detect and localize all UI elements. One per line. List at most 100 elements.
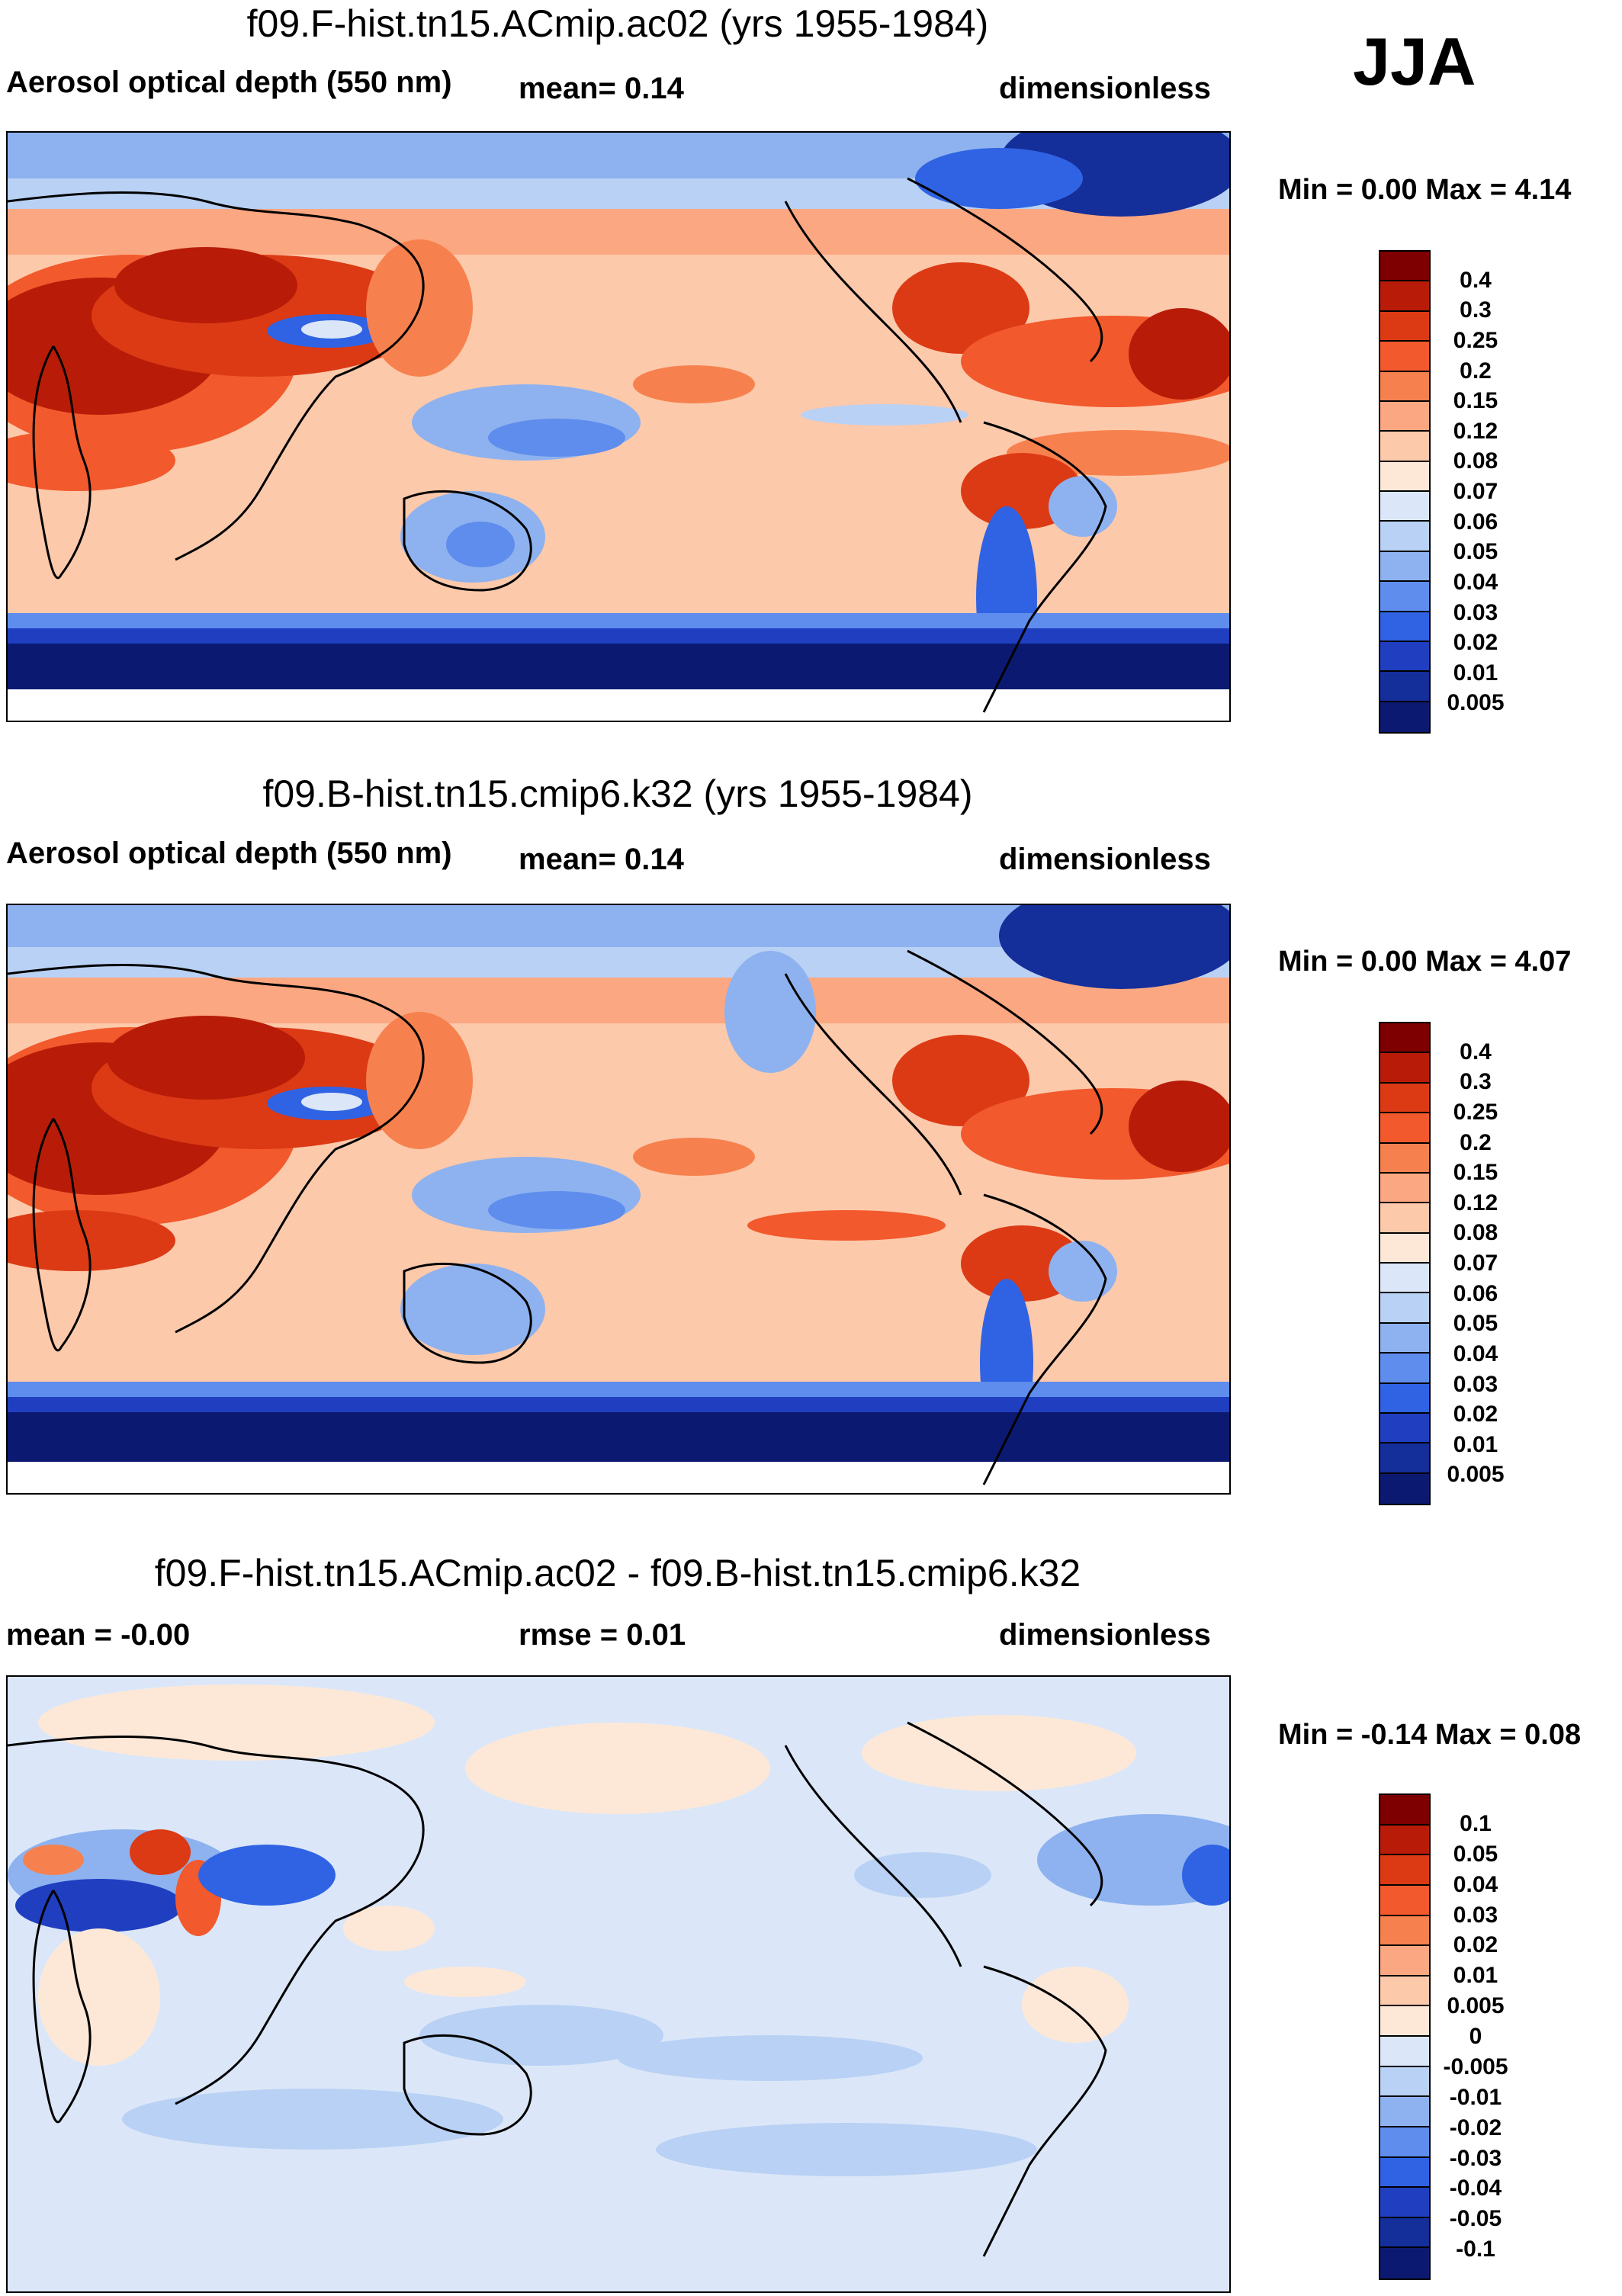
colorbar-swatch: [1380, 1323, 1429, 1354]
colorbar-tick-label: -0.1: [1456, 2237, 1495, 2262]
panel-3-title: f09.F-hist.tn15.ACmip.ac02 - f09.B-hist.…: [154, 1552, 1081, 1594]
colorbar-swatch: [1380, 672, 1429, 702]
colorbar-tick-label: 0.1: [1460, 1810, 1492, 1836]
panel-3-map: [6, 1675, 1231, 2293]
colorbar-tick-label: 0.005: [1447, 690, 1505, 716]
colorbar-swatch: [1380, 2006, 1429, 2037]
panel-2-map-svg: [8, 905, 1229, 1493]
colorbar-swatch: [1380, 1473, 1429, 1504]
panel-2-colorbar: [1379, 1022, 1431, 1505]
panel-2-variable-label: Aerosol optical depth (550 nm): [6, 837, 452, 870]
season-label: JJA: [1353, 24, 1476, 99]
colorbar-swatch: [1380, 2066, 1429, 2098]
colorbar-swatch: [1380, 401, 1429, 432]
colorbar-swatch: [1380, 1143, 1429, 1174]
panel-2-units-label: dimensionless: [999, 843, 1211, 876]
colorbar-swatch: [1380, 1233, 1429, 1264]
panel-1-map: [6, 131, 1231, 722]
colorbar-tick-label: 0.01: [1453, 660, 1498, 686]
colorbar-tick-label: 0.03: [1453, 1902, 1498, 1928]
colorbar-tick-label: 0.25: [1453, 327, 1498, 353]
colorbar-swatch: [1380, 702, 1429, 732]
colorbar-tick-label: -0.01: [1449, 2084, 1502, 2110]
colorbar-tick-label: 0.005: [1447, 1993, 1505, 2019]
colorbar-swatch: [1380, 522, 1429, 552]
colorbar-tick-label: -0.04: [1449, 2176, 1502, 2201]
colorbar-swatch: [1380, 2157, 1429, 2188]
colorbar-swatch: [1380, 1354, 1429, 1384]
colorbar-tick-label: 0.05: [1453, 1841, 1498, 1867]
colorbar-swatch: [1380, 1915, 1429, 1947]
panel-1-variable-label: Aerosol optical depth (550 nm): [6, 66, 452, 99]
colorbar-swatch: [1380, 1264, 1429, 1294]
colorbar-swatch: [1380, 1855, 1429, 1886]
panel-1-units-label: dimensionless: [999, 72, 1211, 105]
colorbar-swatch: [1380, 1413, 1429, 1444]
colorbar-tick-label: 0.06: [1453, 509, 1498, 535]
colorbar-swatch: [1380, 1203, 1429, 1234]
colorbar-tick-label: 0.03: [1453, 599, 1498, 625]
panel-3-rmse-label: rmse = 0.01: [519, 1618, 686, 1652]
colorbar-swatch: [1380, 1083, 1429, 1114]
colorbar-tick-label: 0.4: [1460, 267, 1492, 293]
panel-2-colorbar-labels: 0.4 0.3 0.25 0.2 0.15 0.12 0.08 0.07 0.06 0.05 0.0…: [1434, 1022, 1518, 1505]
panel-3-units-label: dimensionless: [999, 1618, 1211, 1652]
colorbar-tick-label: 0.2: [1460, 358, 1492, 384]
colorbar-tick-label: 0.01: [1453, 1963, 1498, 1989]
colorbar-tick-label: 0.25: [1453, 1099, 1498, 1125]
colorbar-swatch: [1380, 2097, 1429, 2127]
colorbar-tick-label: -0.03: [1449, 2145, 1502, 2171]
colorbar-tick-label: 0.12: [1453, 1190, 1498, 1215]
colorbar-tick-label: 0.04: [1453, 569, 1498, 595]
colorbar-tick-label: -0.005: [1443, 2054, 1508, 2079]
colorbar-swatch: [1380, 1885, 1429, 1916]
colorbar-tick-label: 0.15: [1453, 1160, 1498, 1186]
colorbar-tick-label: 0.3: [1460, 297, 1492, 323]
colorbar-swatch: [1380, 1976, 1429, 2007]
colorbar-swatch: [1380, 371, 1429, 402]
colorbar-tick-label: -0.05: [1449, 2206, 1502, 2232]
colorbar-swatch: [1380, 1173, 1429, 1204]
colorbar-swatch: [1380, 252, 1429, 282]
colorbar-swatch: [1380, 1946, 1429, 1976]
colorbar-tick-label: 0.05: [1453, 1311, 1498, 1337]
colorbar-tick-label: 0.2: [1460, 1129, 1492, 1155]
colorbar-tick-label: 0.12: [1453, 418, 1498, 444]
colorbar-tick-label: 0.01: [1453, 1431, 1498, 1457]
colorbar-tick-label: 0.08: [1453, 448, 1498, 474]
panel-2-mean-label: mean= 0.14: [519, 843, 684, 876]
panel-3-colorbar-labels: 0.1 0.05 0.04 0.03 0.02 0.01 0.005 0 -0.005 -0.01…: [1434, 1793, 1518, 2280]
colorbar-tick-label: 0.05: [1453, 539, 1498, 565]
colorbar-tick-label: 0.15: [1453, 388, 1498, 414]
colorbar-tick-label: -0.02: [1449, 2115, 1502, 2140]
colorbar-swatch: [1380, 492, 1429, 522]
panel-3-colorbar: [1379, 1793, 1431, 2280]
colorbar-tick-label: 0.07: [1453, 479, 1498, 504]
colorbar-tick-label: 0.4: [1460, 1039, 1492, 1065]
colorbar-swatch: [1380, 1383, 1429, 1414]
colorbar-swatch: [1380, 2037, 1429, 2067]
panel-1-minmax: Min = 0.00 Max = 4.14: [1278, 174, 1572, 206]
colorbar-tick-label: 0.005: [1447, 1462, 1505, 1488]
colorbar-swatch: [1380, 432, 1429, 462]
colorbar-tick-label: 0.02: [1453, 1932, 1498, 1958]
colorbar-swatch: [1380, 281, 1429, 312]
colorbar-tick-label: 0.04: [1453, 1341, 1498, 1366]
colorbar-tick-label: 0.06: [1453, 1280, 1498, 1306]
colorbar-swatch: [1380, 1113, 1429, 1144]
colorbar-swatch: [1380, 551, 1429, 583]
panel-3-mean-label: mean = -0.00: [6, 1618, 191, 1652]
panel-1-colorbar-labels: 0.4 0.3 0.25 0.2 0.15 0.12 0.08 0.07 0.06 0.05 0.0…: [1434, 250, 1518, 734]
colorbar-tick-label: 0.02: [1453, 630, 1498, 656]
panel-3-map-svg: [8, 1677, 1229, 2291]
panel-3-minmax: Min = -0.14 Max = 0.08: [1278, 1719, 1582, 1751]
panel-1-title: f09.F-hist.tn15.ACmip.ac02 (yrs 1955-198…: [246, 2, 989, 45]
colorbar-swatch: [1380, 311, 1429, 342]
colorbar-swatch: [1380, 2127, 1429, 2158]
colorbar-swatch: [1380, 342, 1429, 372]
panel-1-mean-label: mean= 0.14: [519, 72, 684, 105]
panel-2-minmax: Min = 0.00 Max = 4.07: [1278, 946, 1572, 978]
colorbar-swatch: [1380, 1023, 1429, 1054]
panel-1-map-svg: [8, 133, 1229, 721]
colorbar-swatch: [1380, 641, 1429, 673]
